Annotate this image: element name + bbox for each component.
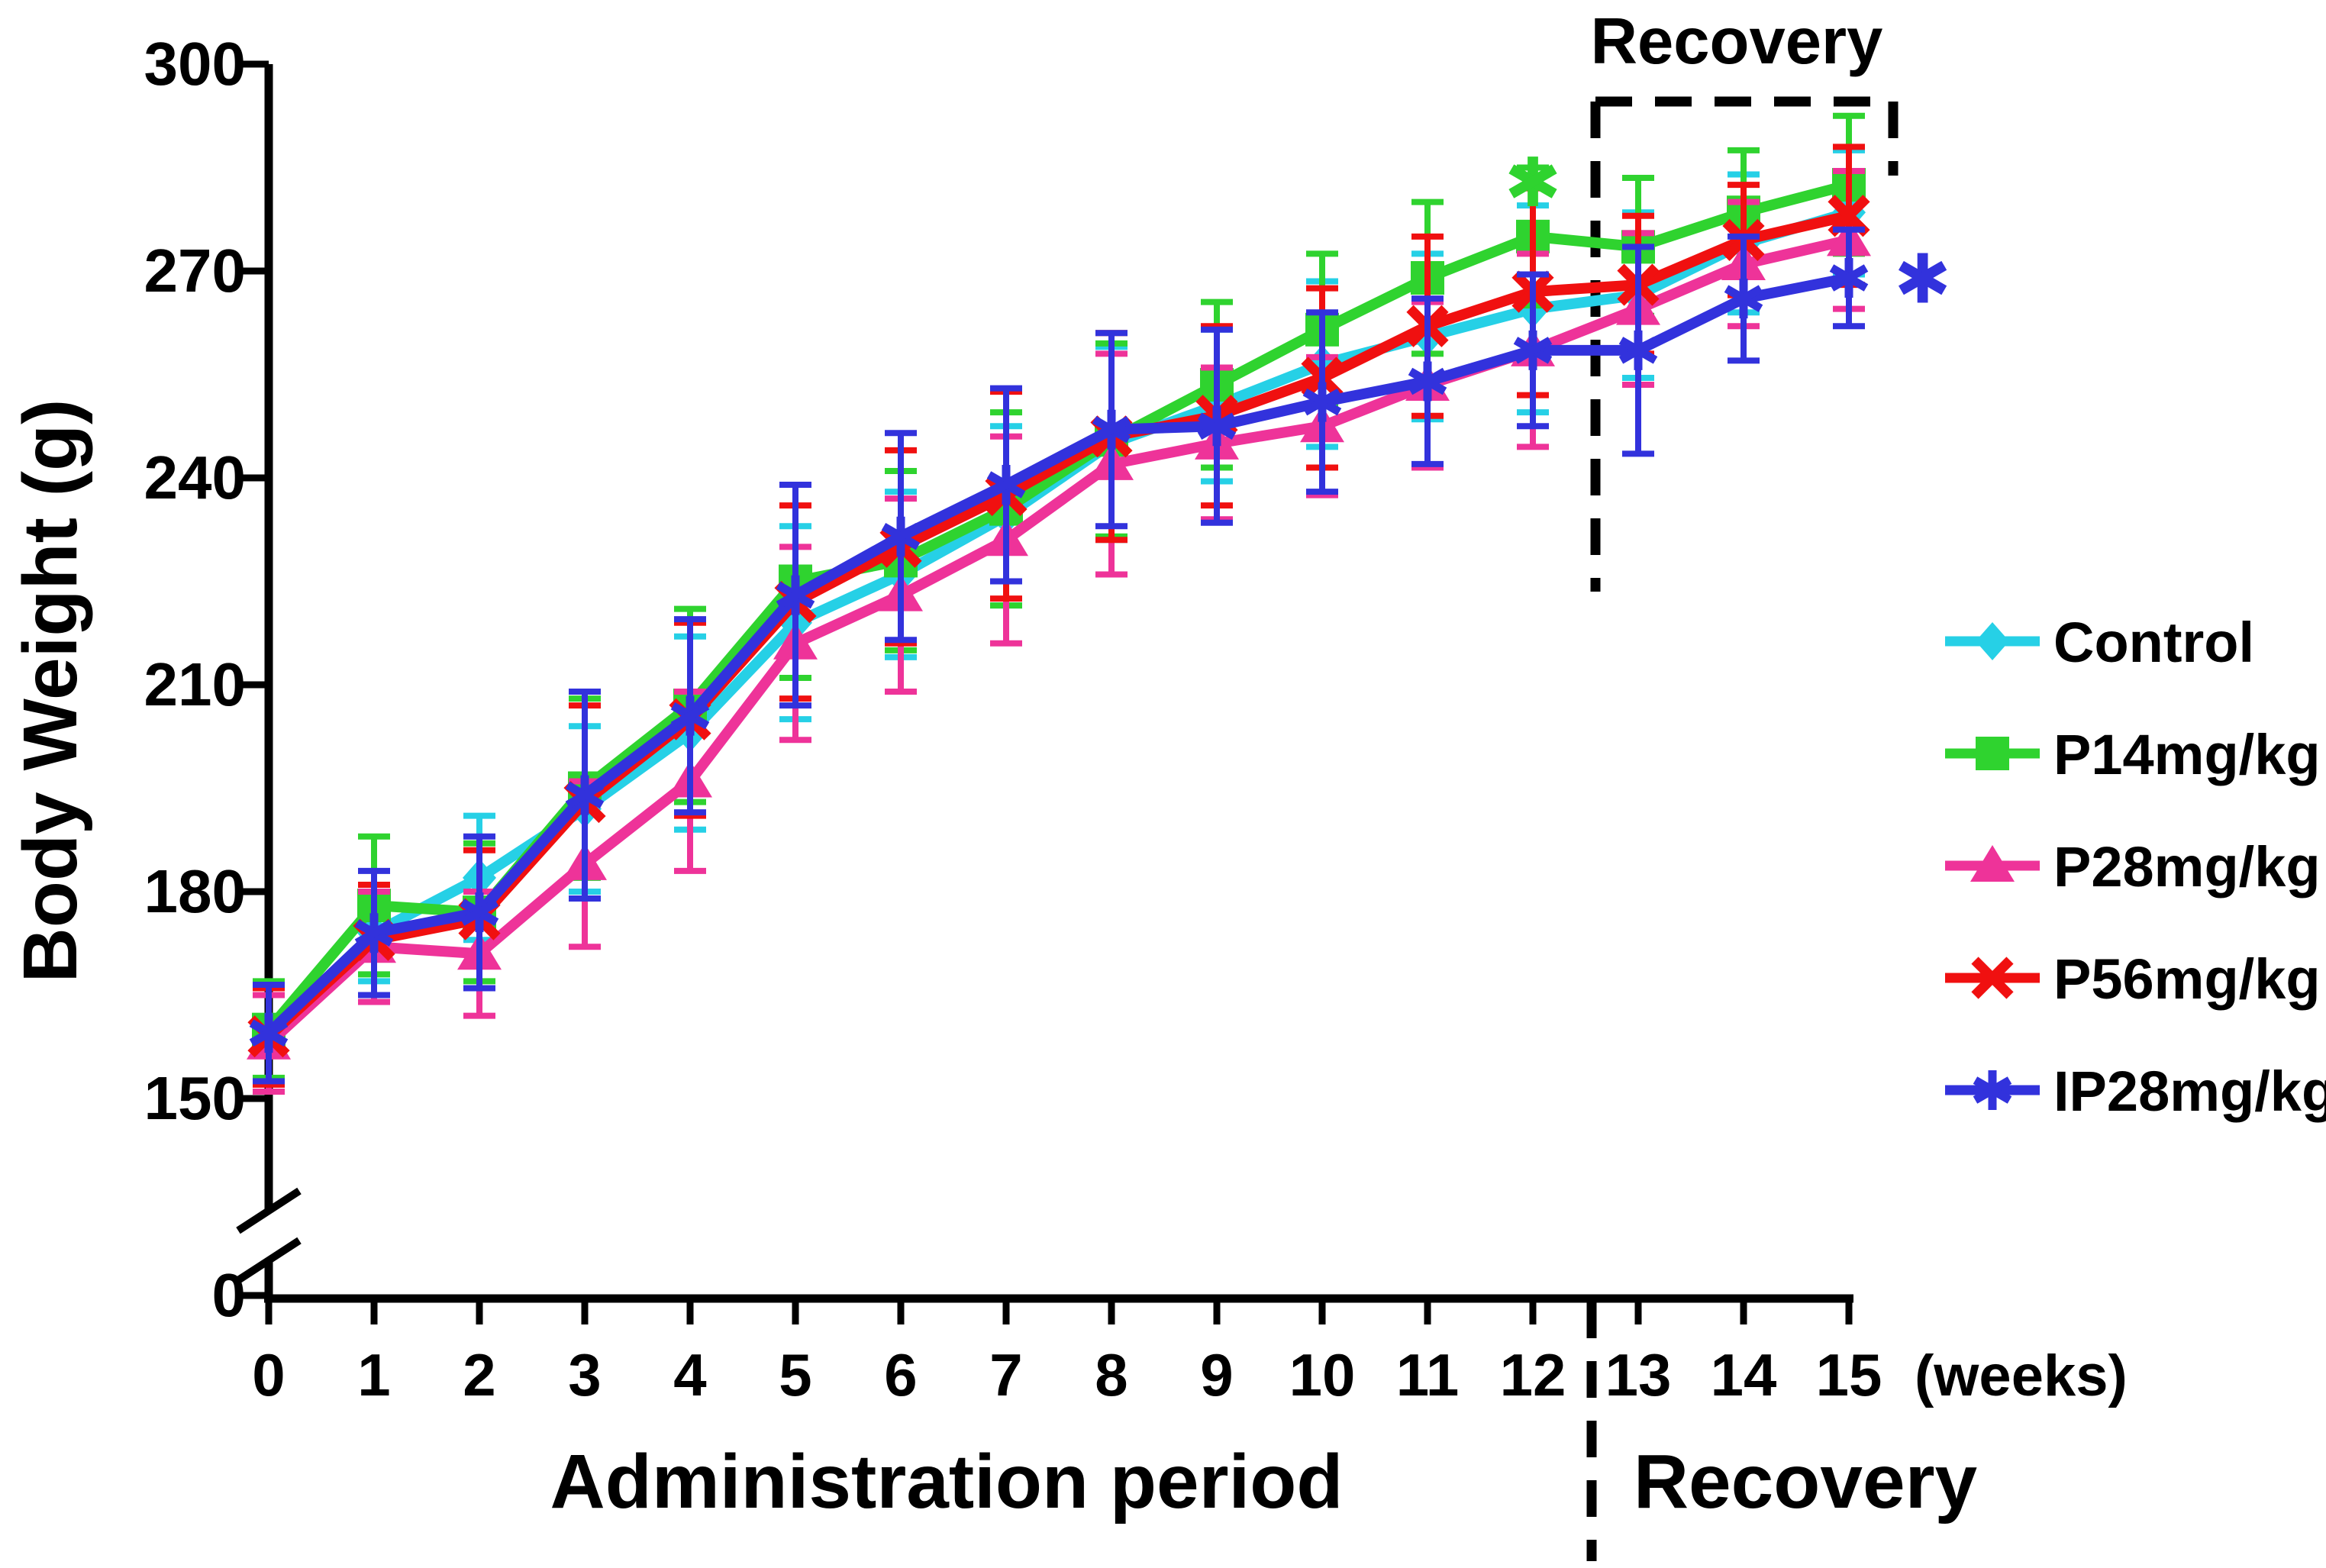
x-tick-label: 9 [1200, 1341, 1233, 1408]
asterisk-marker [1197, 412, 1237, 440]
marker-asterisk [1092, 409, 1131, 450]
series-p28mg-kg [247, 168, 1871, 1095]
marker-asterisk [249, 1013, 289, 1053]
asterisk-marker [460, 899, 499, 926]
marker-asterisk [1899, 253, 1947, 303]
marker-asterisk [1973, 1070, 2012, 1110]
asterisk-marker [1829, 264, 1869, 292]
series-line [265, 273, 1850, 1037]
asterisk-marker [776, 581, 815, 609]
series-line [265, 207, 1850, 1037]
asterisk-marker [1724, 285, 1763, 312]
series-line [264, 179, 1850, 1034]
marker-x [1971, 957, 2014, 999]
series-line [265, 234, 1850, 1047]
marker-asterisk [1513, 330, 1553, 370]
x-tick-label: 15 [1816, 1341, 1882, 1408]
legend: Control P14mg/kg P28mg/kg P56mg/kg IP28mg/kg [1945, 611, 2326, 1123]
marker-asterisk [565, 775, 605, 815]
marker-asterisk [1829, 258, 1869, 298]
asterisk-marker [249, 1019, 289, 1047]
x-marker [1971, 957, 2014, 999]
asterisk-marker [986, 471, 1026, 498]
administration-period-label: Administration period [550, 1439, 1344, 1524]
marker-asterisk [1302, 382, 1342, 422]
legend-label: P56mg/kg [2053, 947, 2321, 1011]
legend-label: P28mg/kg [2053, 835, 2321, 899]
significance-asterisk [1899, 253, 1947, 303]
marker-asterisk [1408, 361, 1447, 402]
x-tick-label: 5 [779, 1341, 811, 1408]
asterisk-marker [670, 702, 710, 730]
y-tick-label: 210 [144, 650, 246, 718]
x-tick-label: 7 [989, 1341, 1022, 1408]
y-tick-label: 180 [144, 857, 246, 925]
y-axis-break-slash [236, 1237, 302, 1284]
x-tick-label: 6 [884, 1341, 917, 1408]
legend-label: Control [2053, 611, 2254, 674]
y-tick-label: 0 [212, 1261, 247, 1329]
legend-label: P14mg/kg [2053, 723, 2321, 786]
recovery-box-title: Recovery [1591, 5, 1883, 78]
marker-asterisk [1724, 279, 1763, 319]
asterisk-marker [1302, 388, 1342, 416]
marker-triangle [1970, 845, 2015, 882]
marker-asterisk [460, 892, 499, 933]
triangle-marker [1970, 845, 2015, 882]
series-ip28mg-kg [249, 226, 1869, 1085]
legend-item-p56mg-kg: P56mg/kg [1945, 947, 2321, 1011]
y-tick-label: 300 [144, 30, 246, 98]
y-axis-title: Body Weight (g) [8, 399, 93, 983]
asterisk-marker [354, 919, 394, 947]
marker-diamond [1976, 622, 2009, 660]
x-tick-label: 8 [1095, 1341, 1128, 1408]
marker-asterisk [1508, 156, 1557, 207]
x-tick-label: 0 [252, 1341, 285, 1408]
asterisk-marker [565, 781, 605, 809]
marker-asterisk [670, 695, 710, 736]
legend-item-p28mg-kg: P28mg/kg [1945, 835, 2321, 899]
x-tick-label: 3 [568, 1341, 601, 1408]
asterisk-marker [1092, 416, 1131, 444]
series-line [265, 210, 1850, 1040]
x-tick-label: 1 [357, 1341, 390, 1408]
x-tick-label: 12 [1500, 1341, 1566, 1408]
significance-asterisk [1508, 156, 1557, 207]
legend-item-p14mg-kg: P14mg/kg [1945, 723, 2321, 786]
marker-asterisk [881, 516, 921, 557]
asterisk-marker [881, 523, 921, 550]
y-axis-break-slash [236, 1187, 302, 1234]
square-marker [1976, 737, 2009, 770]
asterisk-marker [1618, 337, 1658, 364]
asterisk-marker [1899, 260, 1947, 295]
y-tick-label: 240 [144, 444, 246, 511]
legend-label: IP28mg/kg [2053, 1060, 2326, 1123]
asterisk-marker [1513, 337, 1553, 364]
marker-square [1976, 737, 2009, 770]
marker-asterisk [1618, 330, 1658, 370]
x-tick-label: 11 [1396, 1341, 1459, 1408]
recovery-period-label: Recovery [1634, 1439, 1978, 1524]
diamond-marker [1976, 622, 2009, 660]
x-tick-label: 2 [463, 1341, 495, 1408]
asterisk-marker [1408, 367, 1447, 395]
marker-asterisk [354, 913, 394, 953]
marker-asterisk [986, 465, 1026, 505]
y-tick-label: 270 [144, 237, 246, 305]
legend-item-ip28mg-kg: IP28mg/kg [1945, 1060, 2326, 1123]
y-tick-label: 150 [144, 1064, 246, 1132]
marker-asterisk [1197, 406, 1237, 447]
x-tick-label: 4 [673, 1341, 706, 1408]
x-unit-label: (weeks) [1915, 1344, 2128, 1408]
marker-asterisk [776, 575, 815, 615]
x-tick-label: 13 [1605, 1341, 1672, 1408]
x-tick-label: 14 [1711, 1341, 1777, 1408]
asterisk-marker [1973, 1076, 2012, 1104]
x-tick-label: 10 [1289, 1341, 1356, 1408]
legend-item-control: Control [1945, 611, 2254, 674]
asterisk-marker [1508, 164, 1557, 198]
